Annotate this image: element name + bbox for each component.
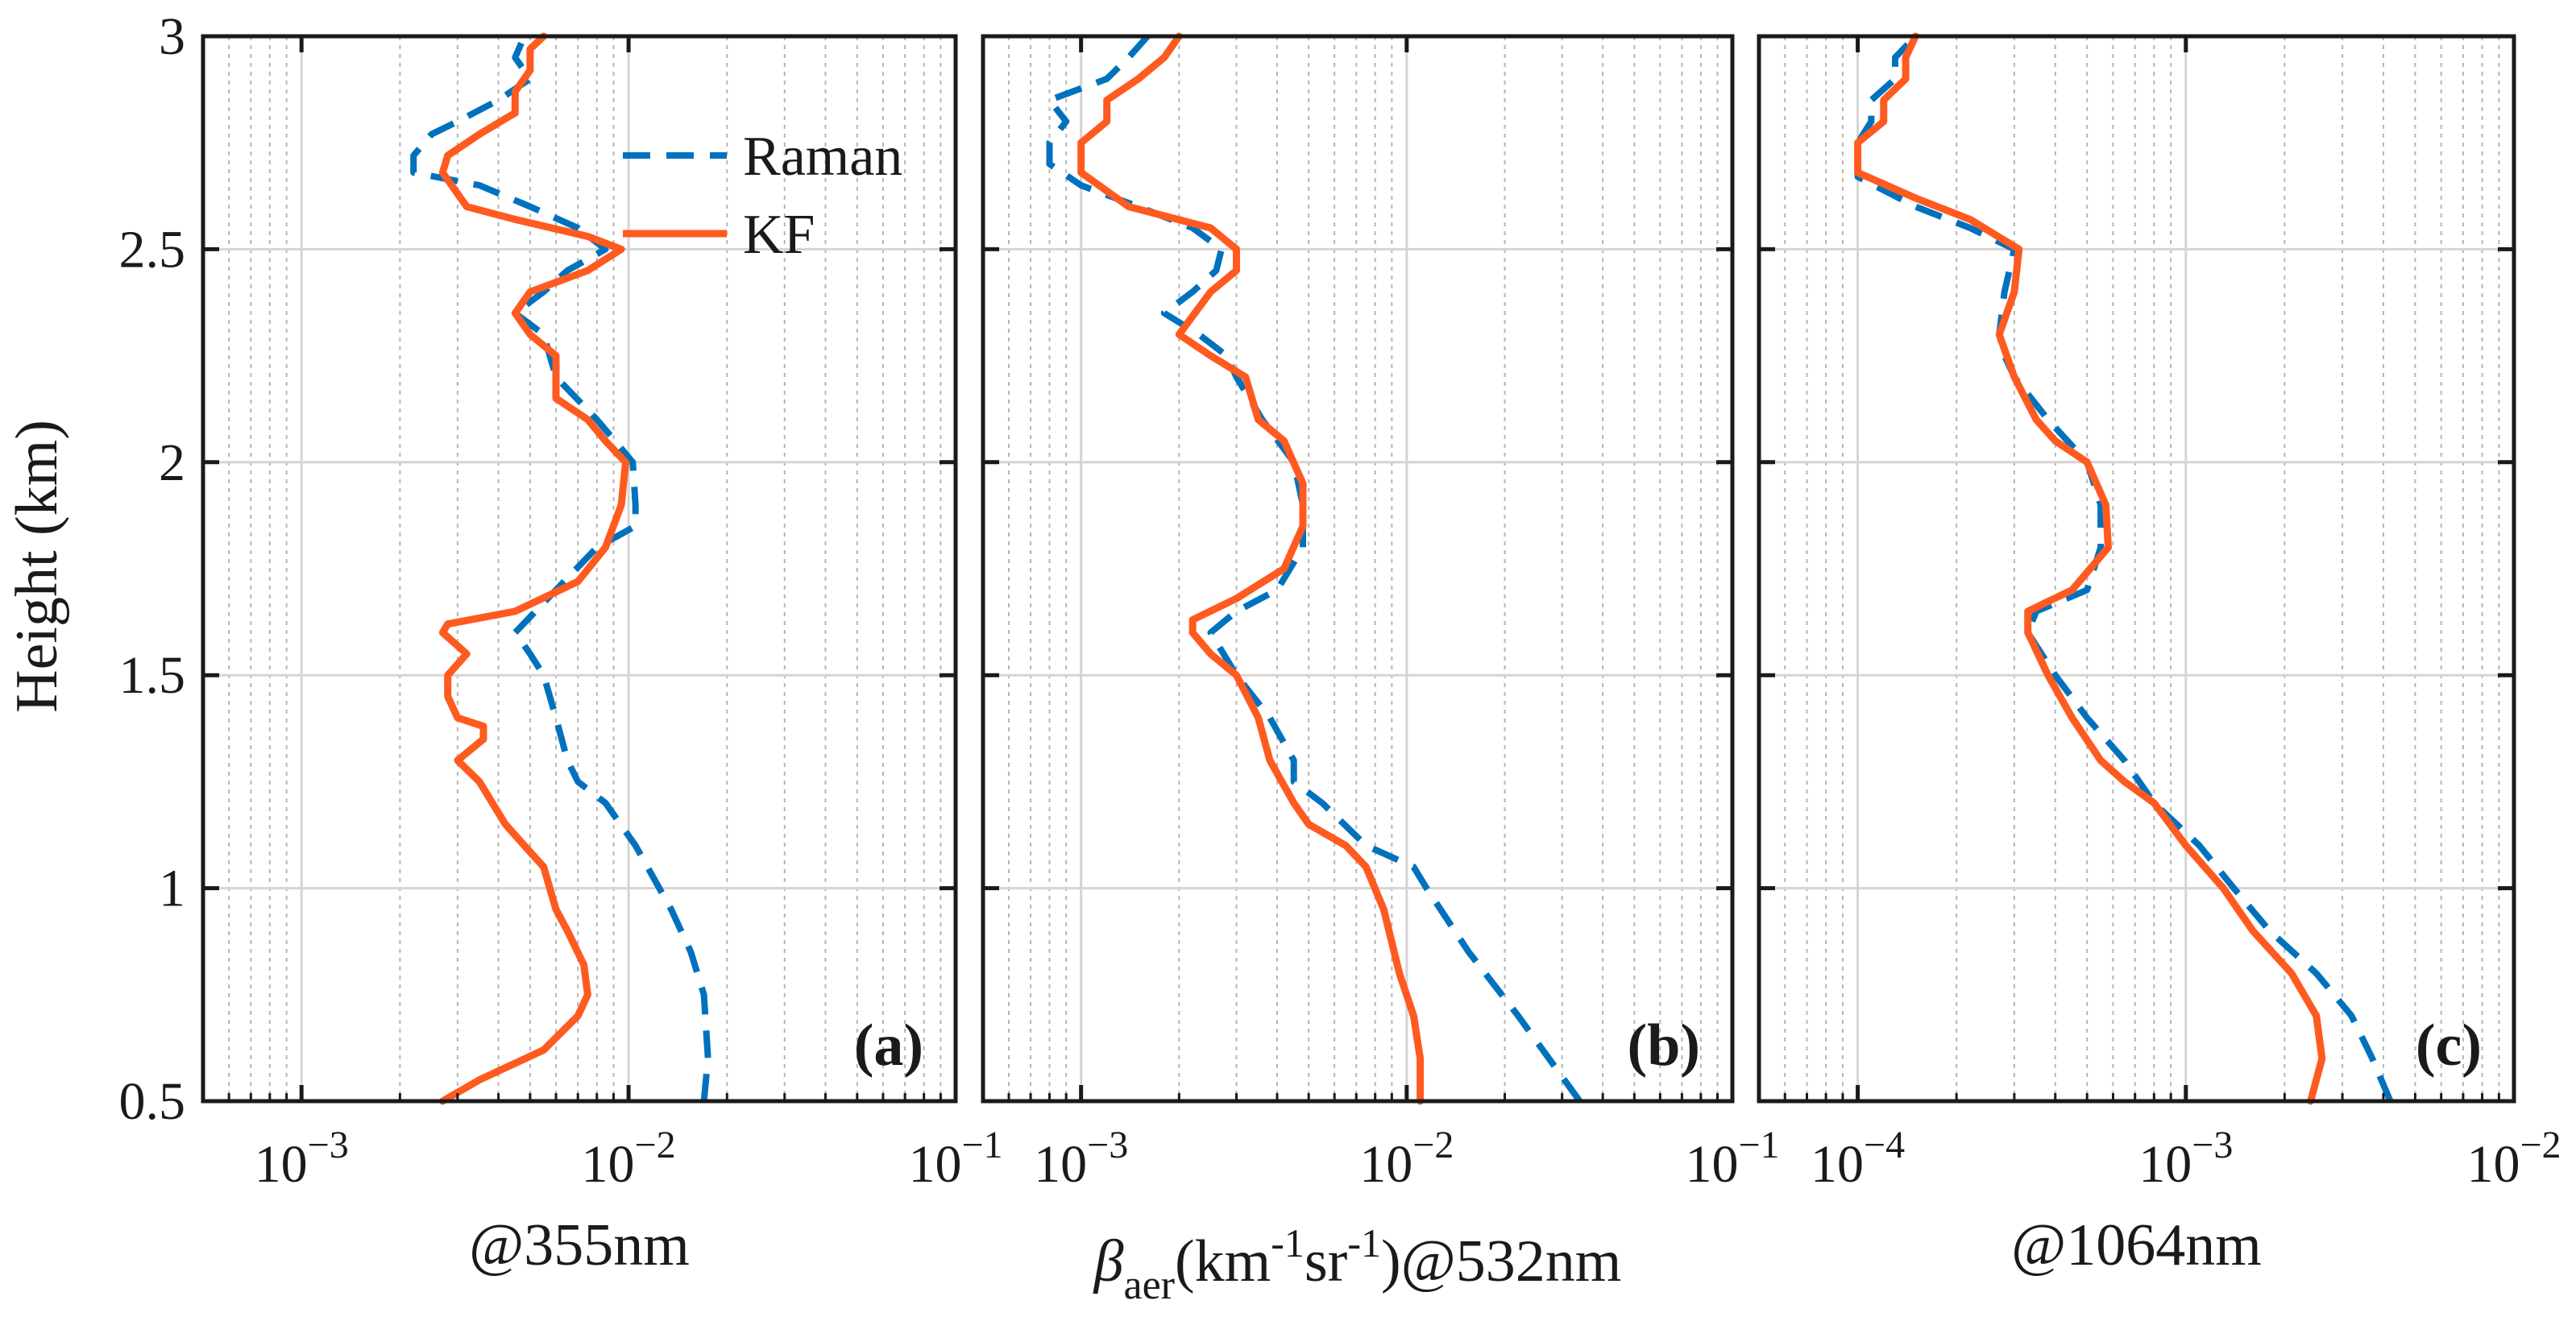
x-axis-label: @1064nm <box>2011 1212 2262 1278</box>
series-line-kf <box>1077 32 1425 1105</box>
legend-label-raman: Raman <box>743 126 902 188</box>
x-tick-label: 10−4 <box>1811 1124 1905 1194</box>
y-tick-label: 1.5 <box>119 646 186 705</box>
x-tick-label: 10−3 <box>255 1124 349 1194</box>
axes-frame <box>1757 34 2516 1104</box>
x-axis-label: βaer(km-1sr-1)@532nm <box>1093 1220 1622 1308</box>
x-tick-label: 10−2 <box>1359 1124 1454 1194</box>
shared-y-axis-label: Height (km) <box>4 420 70 713</box>
panel-b: 10−3 10−2 10−1 (b) βaer(km-1sr-1)@532nm <box>981 32 1780 1308</box>
y-tick-label: 1 <box>159 859 185 918</box>
x-tick-label: 10−1 <box>908 1124 1002 1194</box>
x-tick-label: 10−2 <box>2466 1124 2561 1194</box>
legend: Raman KF <box>623 126 902 266</box>
legend-label-kf: KF <box>743 204 815 266</box>
series-line-kf <box>438 32 629 1105</box>
axes-frame <box>981 34 1735 1104</box>
axes-frame <box>201 34 958 1104</box>
series-line-kf <box>1854 32 2326 1105</box>
panel-c: 10−4 10−3 10−2 (c) @1064nm <box>1757 32 2561 1278</box>
panel-tag: (a) <box>854 1013 923 1079</box>
x-tick-label: 10−3 <box>2138 1124 2233 1194</box>
series-line-raman <box>1046 34 1583 1104</box>
x-axis-label: @355nm <box>469 1212 690 1278</box>
panel-tag: (c) <box>2416 1013 2482 1079</box>
x-tick-label: 10−2 <box>582 1124 676 1194</box>
y-tick-label: 2.5 <box>119 220 186 279</box>
y-axis-label: Height (km) <box>4 420 70 713</box>
panel-tag: (b) <box>1628 1013 1700 1079</box>
y-tick-label: 0.5 <box>119 1072 186 1131</box>
y-tick-label: 3 <box>159 7 185 66</box>
series-line-raman <box>1854 34 2394 1103</box>
series-line-raman <box>410 35 711 1102</box>
panel-a: 0.5 1 1.5 2 2.5 3 10−3 10−2 10−1 (a) @355nm <box>119 7 1003 1278</box>
x-tick-label: 10−3 <box>1034 1124 1128 1194</box>
y-tick-label: 2 <box>159 433 185 492</box>
x-tick-label: 10−1 <box>1685 1124 1779 1194</box>
